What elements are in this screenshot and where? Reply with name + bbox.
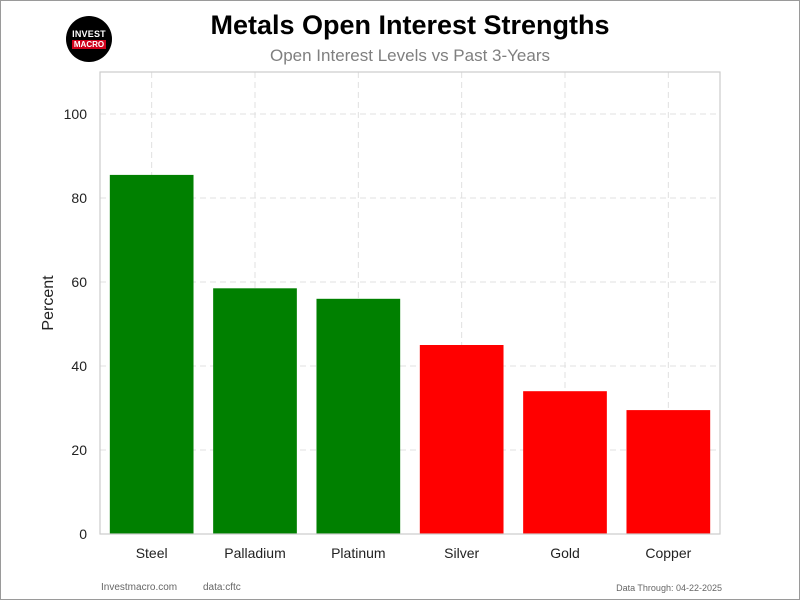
y-tick-label: 100: [64, 106, 88, 122]
bar-palladium: [213, 288, 297, 534]
footer-data-source: data:cftc: [203, 582, 241, 593]
y-tick-label: 80: [71, 190, 87, 206]
chart-subtitle: Open Interest Levels vs Past 3-Years: [269, 46, 551, 65]
logo-text-invest: INVEST: [72, 29, 106, 39]
chart-title: Metals Open Interest Strengths: [210, 10, 610, 40]
x-tick-label: Silver: [444, 545, 479, 561]
y-tick-label: 0: [79, 526, 87, 542]
x-tick-label: Copper: [645, 545, 691, 561]
y-tick-label: 60: [71, 274, 87, 290]
logo-text-macro: MACRO: [71, 40, 107, 49]
x-tick-label: Platinum: [331, 545, 385, 561]
x-tick-label: Gold: [550, 545, 580, 561]
footer-data-through: Data Through: 04-22-2025: [616, 583, 722, 593]
bar-steel: [109, 174, 194, 534]
bar-silver: [419, 345, 504, 534]
plot-border: [99, 71, 721, 535]
bar-platinum: [316, 298, 401, 534]
bar-copper: [626, 410, 711, 534]
x-tick-label: Palladium: [224, 545, 285, 561]
bar-gold: [523, 391, 607, 534]
investmacro-logo: INVEST MACRO: [66, 16, 112, 62]
footer-source: Investmacro.com: [101, 582, 178, 593]
y-axis-label: Percent: [40, 275, 57, 331]
y-tick-label: 40: [71, 358, 87, 374]
y-tick-label: 20: [71, 442, 87, 458]
x-tick-label: Steel: [136, 545, 168, 561]
